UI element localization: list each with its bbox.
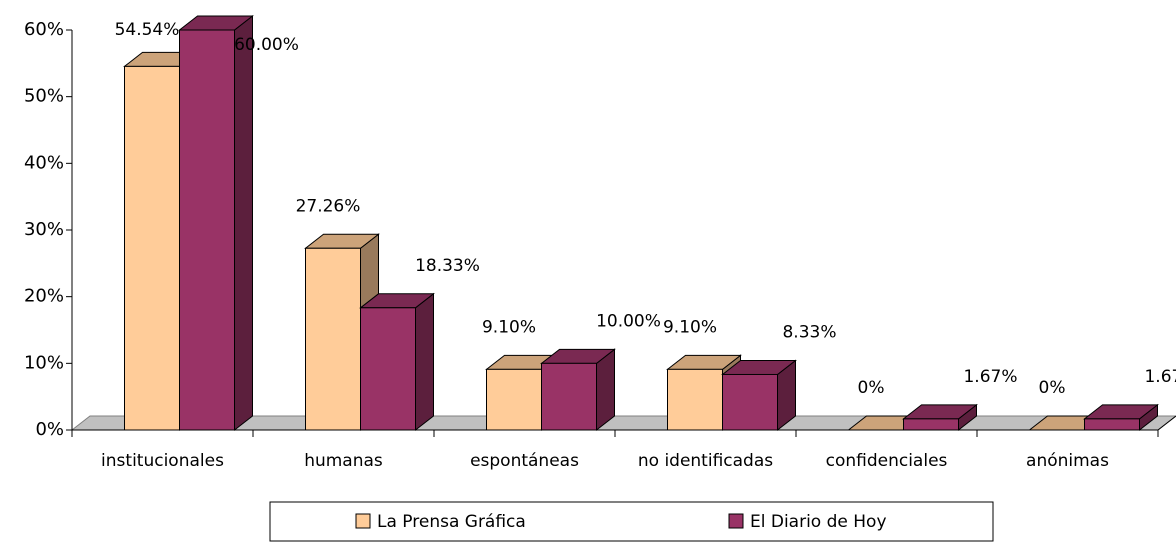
value-label: 0% — [858, 378, 885, 398]
value-label: 18.33% — [415, 256, 480, 276]
value-label: 27.26% — [296, 196, 361, 216]
x-tick-label: institucionales — [101, 451, 224, 471]
bar-front — [722, 373, 778, 431]
value-label: 1.67% — [963, 367, 1017, 387]
bar — [540, 348, 616, 432]
bar — [359, 292, 435, 432]
bar-front — [667, 368, 723, 431]
value-label: 9.10% — [663, 317, 717, 337]
bar — [721, 359, 797, 432]
value-label: 54.54% — [115, 20, 180, 40]
bar-side — [234, 14, 253, 432]
y-tick-label: 50% — [24, 86, 64, 107]
bar — [1083, 403, 1159, 432]
bar-front — [486, 368, 542, 431]
bar-front — [179, 29, 235, 431]
bar-front — [305, 247, 361, 431]
x-tick-label: espontáneas — [470, 451, 579, 471]
bar — [304, 233, 380, 432]
bar-front — [541, 362, 597, 431]
value-label: 60.00% — [234, 35, 299, 55]
x-tick-label: no identificadas — [638, 451, 773, 471]
value-label: 10.00% — [596, 311, 661, 331]
y-tick-label: 30% — [24, 219, 64, 240]
bar-front — [1084, 418, 1140, 431]
value-label: 8.33% — [782, 322, 836, 342]
x-axis-back — [1157, 415, 1176, 431]
legend-swatch — [728, 513, 744, 529]
y-tick-label: 20% — [24, 286, 64, 307]
y-tick-label: 40% — [24, 152, 64, 173]
x-tick-label: confidenciales — [826, 451, 948, 471]
bar-side — [415, 292, 434, 432]
bar — [178, 14, 254, 432]
value-label: 0% — [1039, 378, 1066, 398]
legend-label: El Diario de Hoy — [750, 512, 887, 532]
bar-front — [360, 307, 416, 431]
bar — [902, 403, 978, 432]
x-tick-label: humanas — [304, 451, 383, 471]
x-tick-label: anónimas — [1026, 451, 1109, 471]
legend-box — [269, 501, 994, 542]
bar-front — [903, 418, 959, 431]
legend-swatch — [355, 513, 371, 529]
value-label: 1.67% — [1144, 367, 1176, 387]
y-tick-label: 60% — [24, 19, 64, 40]
legend-label: La Prensa Gráfica — [377, 512, 526, 532]
bar-front — [124, 65, 180, 431]
y-tick-label: 0% — [35, 419, 64, 440]
y-tick-label: 10% — [24, 352, 64, 373]
value-label: 9.10% — [482, 317, 536, 337]
